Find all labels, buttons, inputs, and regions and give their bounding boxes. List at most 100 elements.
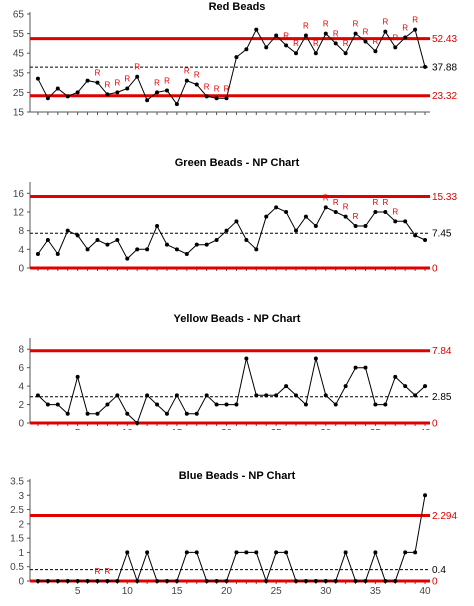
- y-tick-label: 0: [18, 264, 24, 273]
- data-point: [155, 402, 160, 407]
- data-point: [413, 233, 418, 238]
- y-tick-label: 35: [13, 68, 25, 79]
- y-tick-label: 25: [13, 88, 25, 99]
- run-flag: R: [194, 71, 200, 80]
- x-tick-label: 30: [320, 428, 332, 430]
- data-point: [303, 214, 308, 219]
- run-flag: R: [154, 78, 160, 87]
- data-point: [284, 384, 289, 389]
- data-point: [85, 579, 90, 583]
- data-point: [333, 210, 338, 214]
- y-tick-label: 65: [13, 10, 25, 21]
- y-tick-label: 4: [18, 245, 24, 256]
- data-point: [254, 27, 259, 32]
- data-point: [274, 393, 279, 398]
- run-flag: R: [323, 20, 329, 29]
- data-point: [214, 96, 219, 101]
- data-point: [323, 205, 328, 210]
- data-point: [184, 550, 189, 555]
- run-flag: R: [333, 29, 339, 38]
- x-tick-label: 5: [75, 428, 81, 430]
- data-point: [323, 393, 328, 398]
- run-flag: R: [95, 567, 101, 576]
- run-flag: R: [343, 39, 349, 48]
- data-point: [55, 252, 60, 256]
- data-point: [224, 96, 229, 101]
- data-point: [264, 214, 269, 219]
- data-point: [204, 94, 209, 99]
- x-tick-label: 5: [75, 586, 81, 597]
- data-point: [313, 356, 318, 361]
- data-point: [343, 51, 348, 56]
- data-point: [353, 224, 358, 228]
- np-chart-2: Green Beads - NP Chart048121651015202530…: [13, 157, 458, 273]
- data-point: [254, 550, 259, 555]
- data-point: [264, 45, 269, 50]
- data-point: [274, 205, 279, 210]
- data-point: [135, 579, 140, 583]
- data-point: [45, 402, 50, 407]
- data-point: [135, 247, 140, 252]
- center-line-label: 37.88: [432, 63, 457, 74]
- series-line: [37, 28, 426, 106]
- data-point: [115, 90, 120, 95]
- data-point: [403, 384, 408, 389]
- x-tick-label: 25: [271, 586, 283, 597]
- data-point: [145, 393, 150, 398]
- data-point: [105, 242, 110, 247]
- data-point: [155, 90, 160, 95]
- data-point: [303, 33, 308, 38]
- data-point: [303, 579, 308, 583]
- data-point: [75, 90, 80, 95]
- x-tick-label: 20: [221, 428, 233, 430]
- center-line-label: 7.45: [432, 229, 452, 240]
- data-point: [115, 579, 120, 583]
- data-point: [35, 252, 40, 256]
- data-point: [403, 35, 408, 40]
- data-point: [95, 80, 100, 85]
- data-point: [184, 411, 189, 416]
- data-point: [343, 214, 348, 219]
- data-point: [105, 92, 110, 97]
- run-flag: R: [95, 69, 101, 78]
- data-point: [323, 31, 328, 36]
- data-point: [373, 402, 378, 407]
- data-point: [363, 579, 368, 583]
- data-point: [423, 493, 428, 498]
- data-point: [403, 550, 408, 555]
- y-tick-label: 1.5: [10, 534, 24, 545]
- lcl-label: 23.32: [432, 91, 457, 102]
- data-point: [363, 365, 368, 370]
- data-point: [274, 550, 279, 555]
- x-tick-label: 35: [370, 428, 382, 430]
- x-tick-label: 15: [171, 586, 183, 597]
- ucl-label: 15.33: [432, 192, 457, 203]
- run-flag: R: [204, 82, 210, 91]
- data-point: [145, 247, 150, 252]
- data-point: [194, 242, 199, 247]
- data-point: [274, 33, 279, 38]
- data-point: [323, 579, 328, 583]
- data-point: [164, 242, 169, 247]
- data-point: [125, 550, 130, 555]
- data-point: [194, 411, 199, 416]
- y-tick-label: 16: [13, 189, 25, 200]
- run-flag: R: [363, 27, 369, 36]
- series-line: [37, 495, 426, 583]
- data-point: [224, 579, 229, 583]
- chart-title: Yellow Beads - NP Chart: [174, 313, 301, 325]
- center-line-label: 0.4: [432, 565, 446, 576]
- x-tick-label: 20: [221, 117, 233, 118]
- x-tick-label: 35: [370, 117, 382, 118]
- x-tick-label: 10: [122, 586, 134, 597]
- data-point: [264, 393, 269, 398]
- data-point: [413, 550, 418, 555]
- run-flag: R: [323, 193, 329, 202]
- data-point: [164, 411, 169, 416]
- ucl-label: 7.84: [432, 346, 452, 357]
- x-tick-label: 30: [320, 586, 332, 597]
- data-point: [45, 238, 50, 242]
- data-point: [333, 579, 338, 583]
- data-point: [224, 228, 229, 233]
- data-point: [145, 550, 150, 555]
